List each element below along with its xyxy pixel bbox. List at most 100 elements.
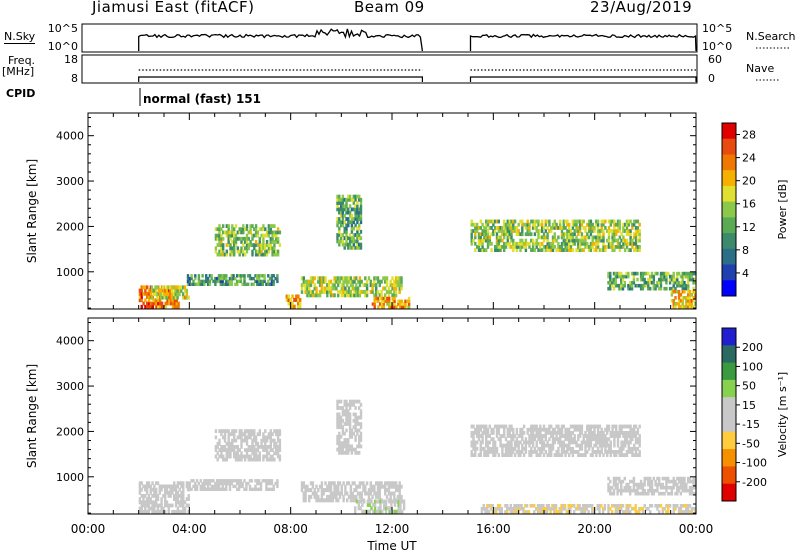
heatmap-cell [607,238,611,243]
heatmap-cell [245,227,249,232]
heatmap-cell [322,491,325,496]
heatmap-cell [479,248,482,252]
heatmap-cell [548,245,551,249]
heatmap-cell [372,502,375,507]
heatmap-cell [223,282,226,286]
heatmap-cell [169,490,172,495]
heatmap-cell [687,271,690,276]
heatmap-cell [149,490,152,495]
heatmap-cell [521,431,524,435]
heatmap-cell [341,194,345,199]
heatmap-cell [174,484,178,489]
heatmap-cell [506,235,509,240]
heatmap-cell [598,504,601,508]
heatmap-cell [515,504,518,508]
heatmap-cell [522,507,525,511]
heatmap-cell [537,232,540,237]
heatmap-cell [593,229,596,233]
heatmap-cell [240,240,243,244]
heatmap-cell [634,450,638,454]
heatmap-cell [350,447,354,452]
heatmap-cell [348,444,352,449]
heatmap-cell [602,229,605,233]
heatmap-cell [362,283,365,288]
heatmap-cell [340,276,343,281]
heatmap-cell [616,440,620,445]
heatmap-cell [518,504,522,508]
heatmap-cell [165,487,169,492]
heatmap-cell [270,276,274,281]
heatmap-cell [622,431,625,435]
heatmap-cell [243,274,246,278]
heatmap-cell [548,427,551,432]
heatmap-cell [586,235,589,240]
heatmap-cell [347,444,350,449]
heatmap-cell [344,491,347,496]
heatmap-cell [501,450,504,454]
heatmap-cell [160,301,164,306]
heatmap-cell [596,450,600,454]
heatmap-cell [629,229,632,233]
heatmap-cell [486,219,490,224]
heatmap-cell [539,440,542,445]
heatmap-cell [571,437,575,442]
heatmap-cell [336,425,339,430]
heatmap-cell [170,285,174,290]
heatmap-cell [272,484,275,489]
heatmap-cell [607,504,610,508]
heatmap-cell [398,305,402,309]
heatmap-cell [612,504,616,508]
heatmap-cell [336,223,339,228]
heatmap-cell [338,210,341,215]
heatmap-cell [624,424,627,429]
heatmap-cell [343,422,346,426]
heatmap-cell [257,479,261,483]
heatmap-cell [611,232,614,237]
heatmap-cell [593,226,596,230]
heatmap-cell [486,510,489,514]
heatmap-cell [580,235,584,240]
heatmap-cell [645,280,648,285]
heatmap-cell [230,481,233,486]
heatmap-cell [639,479,643,484]
heatmap-cell [173,298,177,303]
heatmap-cell [341,204,345,209]
heatmap-cell [553,235,556,240]
heatmap-cell [506,440,509,445]
heatmap-cell [373,502,377,507]
heatmap-cell [306,484,309,489]
heatmap-cell [380,302,384,306]
heatmap-cell [524,245,528,249]
heatmap-cell [598,434,602,438]
heatmap-cell [338,201,341,205]
heatmap-cell [347,441,350,446]
heatmap-cell [236,454,239,459]
heatmap-cell [359,213,363,218]
heatmap-cell [571,431,575,435]
heatmap-cell [276,479,279,483]
heatmap-cell [609,507,612,511]
heatmap-cell [513,440,517,445]
heatmap-cell [694,482,697,487]
heatmap-cell [550,241,553,246]
heatmap-cell [575,427,578,432]
heatmap-cell [606,238,609,243]
heatmap-cell [360,289,363,294]
heatmap-cell [348,415,352,420]
heatmap-cell [223,230,227,235]
heatmap-cell [345,201,348,205]
heatmap-cell [565,510,569,514]
heatmap-cell [531,219,535,224]
heatmap-cell [661,491,664,496]
heatmap-cell [269,457,272,462]
heatmap-cell [618,446,621,451]
heatmap-cell [582,434,585,438]
heatmap-cell [221,481,224,486]
heatmap-cell [220,236,223,241]
heatmap-cell [270,487,274,491]
heatmap-cell [582,507,585,511]
heatmap-cell [256,279,259,284]
heatmap-cell [240,457,243,462]
heatmap-cell [177,304,180,309]
heatmap-cell [260,438,263,443]
